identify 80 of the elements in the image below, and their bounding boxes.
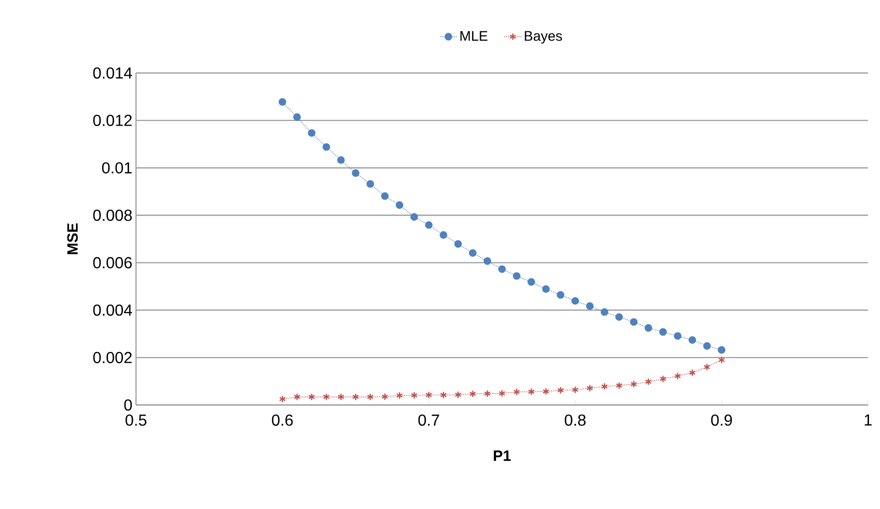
point: [528, 388, 535, 396]
point: [410, 213, 418, 221]
point: [278, 98, 286, 106]
point: [659, 328, 667, 336]
point: [308, 129, 316, 137]
point: [660, 375, 666, 383]
x-tick-label: 0.7: [418, 414, 440, 426]
point: [410, 391, 418, 400]
x-axis-title: P1: [494, 450, 511, 461]
point: [630, 380, 638, 388]
point: [366, 393, 374, 401]
point: [294, 393, 300, 401]
point: [703, 342, 711, 350]
point: [556, 291, 564, 299]
point: [718, 356, 725, 364]
point: [382, 392, 388, 400]
y-tick-label: 0.004: [93, 304, 132, 316]
y-axis-title: MSE: [67, 223, 78, 254]
point: [571, 297, 579, 305]
point: [469, 390, 476, 398]
point: [688, 336, 696, 344]
point: [352, 169, 360, 177]
x-tick-label: 0.5: [126, 414, 146, 426]
y-tick-label: 0: [124, 399, 132, 411]
x-tick-label: 0.9: [711, 414, 732, 426]
point: [674, 372, 682, 380]
point: [279, 395, 286, 403]
point: [366, 180, 374, 188]
point: [542, 388, 550, 396]
point: [586, 302, 594, 310]
y-tick-label: 0.008: [93, 210, 132, 221]
point: [322, 143, 330, 151]
point: [615, 313, 623, 321]
point: [396, 201, 404, 209]
point: [528, 278, 536, 286]
point: [440, 231, 448, 239]
point: [308, 393, 316, 401]
point: [601, 382, 608, 390]
x-tick-label: 1: [864, 414, 872, 426]
point: [644, 324, 652, 332]
point: [630, 318, 638, 326]
point: [293, 113, 301, 121]
point: [600, 308, 608, 316]
legend-label: Bayes: [524, 31, 562, 44]
y-tick-label: 0.006: [93, 257, 132, 268]
point: [396, 392, 403, 400]
point: [616, 382, 622, 390]
point: [586, 384, 594, 392]
point: [425, 391, 432, 399]
point: [498, 265, 506, 273]
point: [425, 221, 433, 229]
point: [718, 346, 726, 354]
point: [572, 386, 579, 394]
point: [498, 390, 506, 398]
point: [352, 393, 359, 401]
y-tick-label: 0.002: [93, 352, 132, 364]
point: [381, 192, 389, 200]
point: [674, 332, 682, 340]
point: [688, 368, 696, 377]
point: [484, 390, 491, 398]
point: [542, 285, 550, 293]
y-tick-label: 0.014: [93, 67, 132, 79]
point: [440, 391, 447, 399]
legend-label: MLE: [460, 31, 488, 41]
x-tick-label: 0.8: [564, 414, 586, 426]
point: [454, 240, 462, 248]
point: [337, 156, 345, 164]
point: [704, 363, 710, 371]
point: [512, 272, 520, 280]
point: [322, 393, 330, 401]
point: [468, 249, 477, 257]
point: [338, 393, 344, 401]
y-tick-label: 0.012: [93, 114, 132, 126]
point: [454, 391, 462, 399]
point: [645, 378, 652, 386]
point: [513, 388, 520, 396]
y-tick-label: 0.01: [102, 162, 132, 174]
x-tick-label: 0.6: [272, 414, 293, 426]
point: [484, 257, 492, 265]
point: [557, 386, 564, 394]
